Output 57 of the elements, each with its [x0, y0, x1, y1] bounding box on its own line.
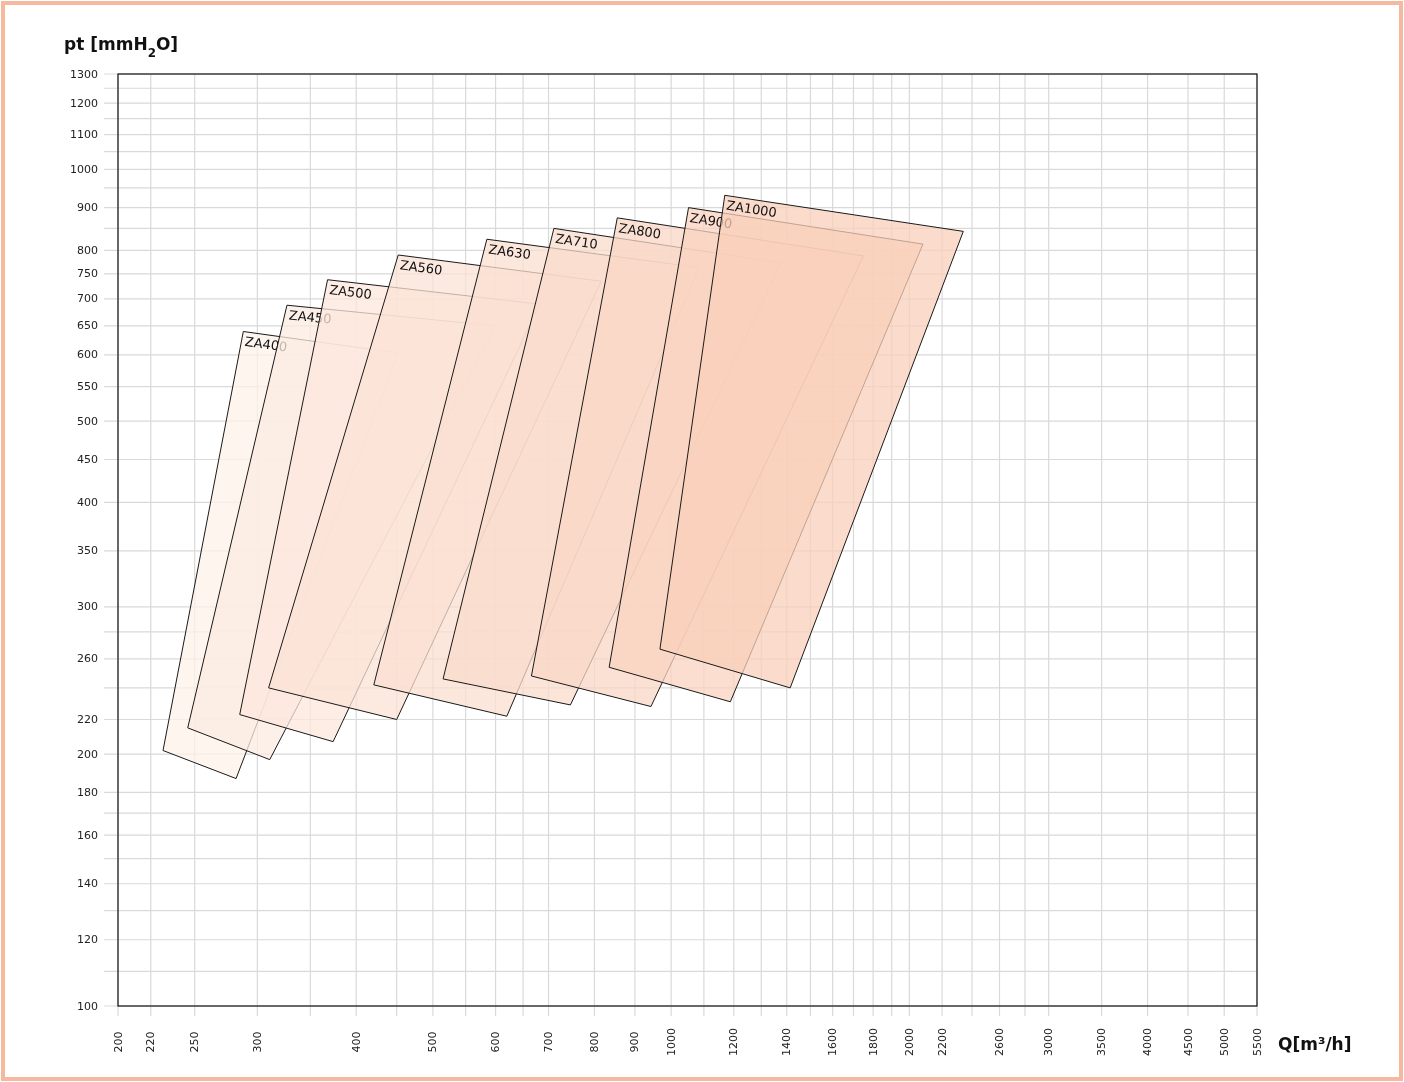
x-tick-label: 3500	[1095, 1028, 1109, 1056]
x-tick-label: 400	[349, 1031, 363, 1053]
y-tick-label: 500	[77, 414, 98, 428]
series-label: ZA800	[617, 220, 663, 242]
x-tick-label: 300	[250, 1031, 264, 1053]
series-label: ZA400	[243, 333, 289, 355]
y-tick-label: 1100	[70, 128, 98, 142]
series-label: ZA500	[328, 282, 373, 302]
series-label: ZA710	[554, 230, 599, 253]
x-tick-label: 5000	[1217, 1028, 1231, 1056]
x-tick-label: 1000	[664, 1028, 678, 1056]
series-label: ZA630	[487, 241, 532, 263]
y-tick-label: 450	[77, 452, 98, 466]
x-tick-label: 5500	[1250, 1028, 1264, 1056]
y-tick-label: 1000	[70, 162, 98, 176]
y-tick-label: 600	[77, 348, 98, 362]
y-tick-label: 160	[77, 828, 98, 842]
x-tick-label: 700	[542, 1031, 556, 1053]
y-tick-label: 750	[77, 267, 98, 281]
y-tick-label: 650	[77, 319, 98, 333]
x-tick-label: 2000	[902, 1028, 916, 1056]
x-tick-label: 4000	[1141, 1028, 1155, 1056]
y-tick-label: 180	[77, 785, 98, 799]
y-tick-label: 300	[77, 600, 98, 614]
y-tick-label: 550	[77, 380, 98, 394]
x-tick-label: 1800	[866, 1028, 880, 1056]
y-tick-label: 140	[77, 877, 98, 891]
y-tick-label: 400	[77, 495, 98, 509]
y-tick-label: 220	[77, 713, 98, 727]
series-label: ZA560	[399, 257, 444, 278]
y-tick-label: 700	[77, 292, 98, 306]
x-tick-label: 220	[144, 1031, 158, 1053]
x-tick-label: 4500	[1181, 1028, 1195, 1056]
x-tick-label: 900	[628, 1031, 642, 1053]
y-tick-label: 900	[77, 201, 98, 215]
x-axis-title: Q[m³/h]	[1278, 1034, 1352, 1054]
x-tick-label: 600	[489, 1031, 503, 1053]
y-tick-label: 800	[77, 243, 98, 257]
x-tick-label: 1400	[780, 1028, 794, 1056]
y-tick-label: 350	[77, 544, 98, 558]
x-tick-label: 800	[587, 1031, 601, 1053]
x-tick-label: 500	[426, 1031, 440, 1053]
y-tick-label: 260	[77, 652, 98, 666]
x-tick-label: 250	[188, 1031, 202, 1053]
y-tick-label: 200	[77, 747, 98, 761]
x-tick-label: 2600	[993, 1028, 1007, 1056]
x-tick-label: 1200	[727, 1028, 741, 1056]
x-tick-label: 1600	[826, 1028, 840, 1056]
x-tick-label: 3000	[1042, 1028, 1056, 1056]
y-axis-title: pt [mmH$_{2}$O]	[64, 34, 179, 60]
y-tick-label: 100	[77, 999, 98, 1013]
y-tick-label: 1200	[70, 96, 98, 110]
y-tick-label: 120	[77, 933, 98, 947]
x-tick-label: 2200	[935, 1028, 949, 1056]
y-tick-label: 1300	[70, 67, 98, 81]
series-label: ZA450	[288, 307, 333, 327]
x-tick-label: 200	[111, 1031, 125, 1053]
